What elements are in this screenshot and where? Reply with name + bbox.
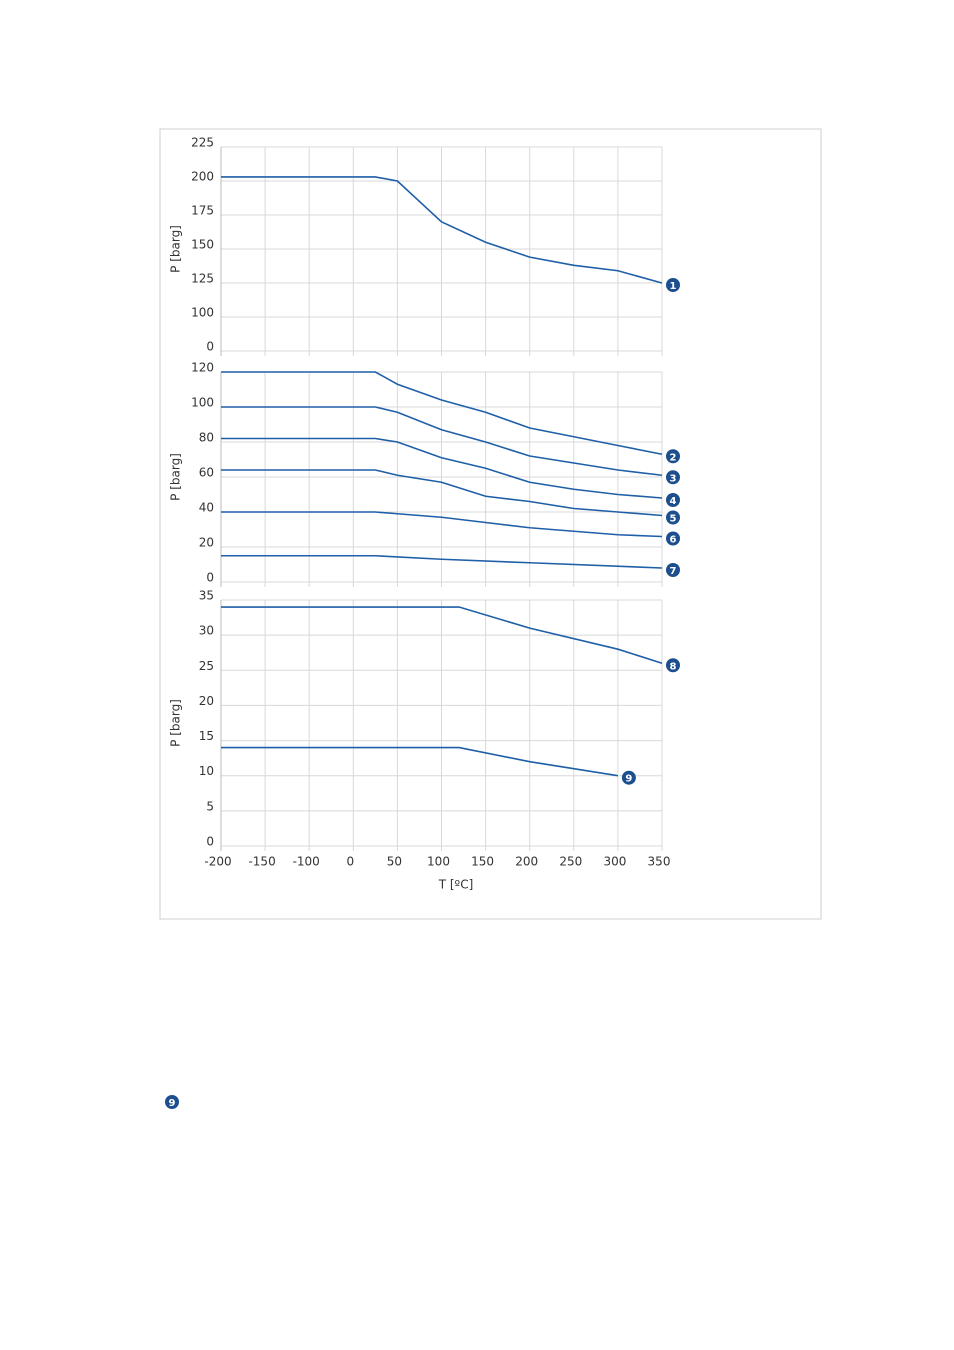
series-marker [666,470,680,485]
x-tick-label: 350 [648,855,671,869]
series-line [221,406,663,477]
series-marker [666,493,680,507]
y-tick-label: 150 [191,238,214,252]
legend-label: 9 [625,774,632,785]
series-line [221,371,663,456]
series-marker [621,770,636,785]
y-tick-label: 0 [206,340,214,354]
series-line [221,554,663,569]
x-tick-label: 200 [515,855,538,869]
series-marker [666,531,680,546]
y-tick-label: 20 [199,694,214,708]
series-line [221,511,663,538]
x-tick-label: 0 [346,855,354,869]
legend-label: 4 [670,496,677,507]
series-marker [666,449,680,464]
series-line [221,606,663,665]
legend-label: 3 [670,473,677,484]
legend-label: 1 [670,281,677,292]
y-tick-label: 15 [199,729,214,743]
note-marker [165,1095,179,1109]
legend-label: 2 [670,452,677,463]
y-tick-label: 120 [191,361,214,375]
figure-frame [159,128,822,920]
x-tick-label: 300 [603,855,626,869]
y-tick-label: 80 [199,431,214,445]
y-tick-label: 5 [206,799,214,813]
legend-label: 8 [670,661,677,672]
legend-label: 5 [670,514,677,525]
x-tick-label: 50 [387,855,402,869]
y-tick-label: 20 [199,536,214,550]
series-line [221,176,663,284]
y-tick-label: 175 [191,204,214,218]
x-tick-label: -200 [204,855,231,869]
x-tick-label: -100 [293,855,320,869]
y-tick-label: 10 [199,764,214,778]
legend-label: 6 [670,535,677,546]
series-marker [666,510,680,525]
x-tick-label: 150 [471,855,494,869]
series-marker [666,278,680,292]
series-marker [666,658,680,673]
y-tick-label: 25 [199,659,214,673]
y-tick-label: 30 [199,624,214,638]
y-tick-label: 0 [206,571,214,585]
y-tick-label: 200 [191,170,214,184]
y-tick-label: 40 [199,501,214,515]
y-axis-label: P [barg] [169,225,183,273]
x-tick-label: 100 [427,855,450,869]
note-marker-label: 9 [169,1098,176,1109]
y-tick-label: 125 [191,272,214,286]
y-axis-label: P [barg] [169,453,183,501]
legend-label: 7 [670,566,677,577]
series-marker [666,563,680,577]
y-tick-label: 100 [191,306,214,320]
y-tick-label: 225 [191,136,214,150]
x-tick-label: -150 [248,855,275,869]
x-axis-label: T [ºC] [438,878,474,892]
y-tick-label: 60 [199,466,214,480]
y-tick-label: 100 [191,396,214,410]
series-line [221,437,663,499]
y-tick-label: 0 [206,835,214,849]
y-axis-label: P [barg] [169,699,183,747]
series-line [221,469,663,517]
series-line [221,746,619,777]
x-tick-label: 250 [559,855,582,869]
y-tick-label: 35 [199,589,214,603]
